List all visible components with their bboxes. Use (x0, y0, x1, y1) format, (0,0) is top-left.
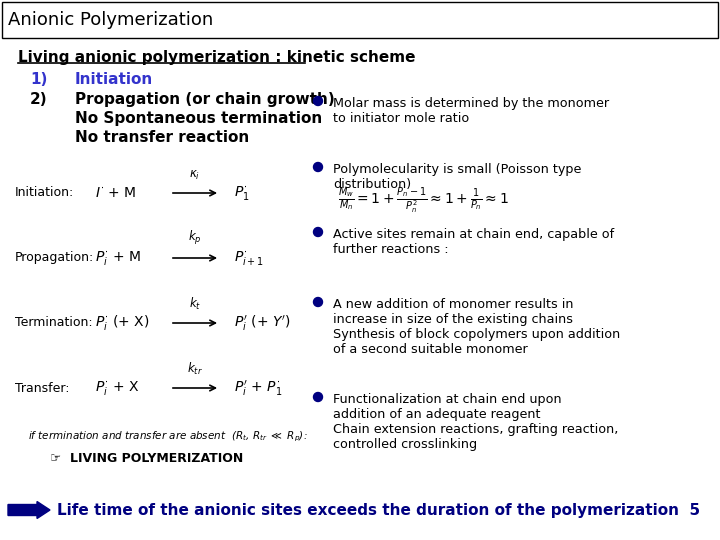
Text: Living anionic polymerization : kinetic scheme: Living anionic polymerization : kinetic … (18, 50, 415, 65)
Text: Propagation:: Propagation: (15, 252, 94, 265)
Text: $P_i^{\cdot}$ (+ X): $P_i^{\cdot}$ (+ X) (95, 314, 149, 333)
Text: $\kappa_i$: $\kappa_i$ (189, 169, 201, 182)
Text: Life time of the anionic sites exceeds the duration of the polymerization  5: Life time of the anionic sites exceeds t… (57, 503, 700, 517)
Text: if termination and transfer are absent  ($R_t$, $R_{tr}$ $\ll$ $R_p$):: if termination and transfer are absent (… (28, 430, 307, 444)
Text: Functionalization at chain end upon
addition of an adequate reagent
Chain extens: Functionalization at chain end upon addi… (333, 393, 618, 451)
FancyArrow shape (8, 502, 50, 518)
Text: $P_i^{\cdot}$ + M: $P_i^{\cdot}$ + M (95, 249, 141, 267)
Text: $k_{tr}$: $k_{tr}$ (187, 361, 203, 377)
Text: Transfer:: Transfer: (15, 381, 70, 395)
Circle shape (313, 298, 323, 307)
Text: 1): 1) (30, 72, 48, 87)
Text: $P_i'$ (+ $Y'$): $P_i'$ (+ $Y'$) (234, 313, 291, 333)
Text: A new addition of monomer results in
increase in size of the existing chains
Syn: A new addition of monomer results in inc… (333, 298, 620, 356)
Text: Polymolecularity is small (Poisson type
distribution): Polymolecularity is small (Poisson type … (333, 163, 581, 191)
Text: Initiation:: Initiation: (15, 186, 74, 199)
Circle shape (313, 163, 323, 172)
Text: $\frac{M_w}{M_n} = 1 + \frac{P_n - 1}{P_n^2} \approx 1 + \frac{1}{P_n} \approx 1: $\frac{M_w}{M_n} = 1 + \frac{P_n - 1}{P_… (338, 185, 509, 215)
Text: Propagation (or chain growth): Propagation (or chain growth) (75, 92, 335, 107)
Text: No Spontaneous termination: No Spontaneous termination (75, 111, 323, 126)
FancyBboxPatch shape (2, 2, 718, 38)
Text: Active sites remain at chain end, capable of
further reactions :: Active sites remain at chain end, capabl… (333, 228, 614, 256)
Text: $I^{\cdot}$ + M: $I^{\cdot}$ + M (95, 186, 137, 200)
Text: Termination:: Termination: (15, 316, 93, 329)
Text: Anionic Polymerization: Anionic Polymerization (8, 11, 213, 29)
Circle shape (313, 393, 323, 402)
Text: $P_i^{\cdot}$ + X: $P_i^{\cdot}$ + X (95, 379, 139, 397)
Text: $P_1^{\cdot}$: $P_1^{\cdot}$ (234, 184, 250, 202)
Text: $k_p$: $k_p$ (188, 229, 202, 247)
Text: $P_i'$ + $P_1^{\cdot}$: $P_i'$ + $P_1^{\cdot}$ (234, 379, 282, 397)
Text: $k_t$: $k_t$ (189, 296, 201, 312)
Text: No transfer reaction: No transfer reaction (75, 130, 249, 145)
Circle shape (313, 227, 323, 237)
Circle shape (313, 97, 323, 105)
Text: $P_{i+1}^{\cdot}$: $P_{i+1}^{\cdot}$ (234, 249, 264, 267)
Text: Initiation: Initiation (75, 72, 153, 87)
Text: ☞  LIVING POLYMERIZATION: ☞ LIVING POLYMERIZATION (50, 452, 243, 465)
Text: 2): 2) (30, 92, 48, 107)
Text: Molar mass is determined by the monomer
to initiator mole ratio: Molar mass is determined by the monomer … (333, 97, 609, 125)
